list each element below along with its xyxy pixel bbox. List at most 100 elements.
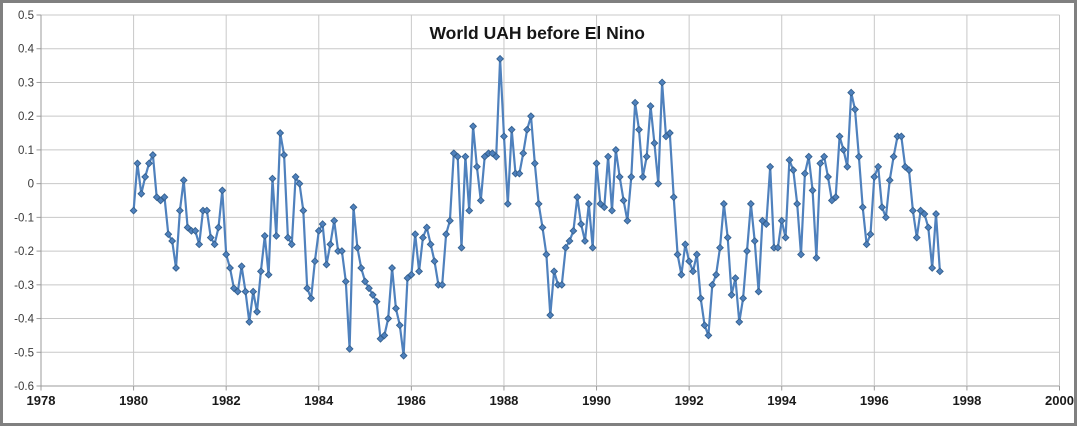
data-point-marker — [546, 311, 555, 320]
data-point-marker — [550, 267, 559, 276]
data-point-marker — [268, 174, 277, 183]
data-point-marker — [303, 284, 312, 293]
data-point-marker — [368, 290, 377, 299]
x-axis-tick-label: 1982 — [212, 393, 241, 408]
data-point-marker — [330, 216, 339, 225]
x-axis-tick-label: 1984 — [304, 393, 334, 408]
y-axis-tick-label: 0.2 — [18, 111, 34, 123]
y-axis-tick-label: 0.3 — [18, 77, 34, 89]
data-point-marker — [245, 317, 254, 326]
data-point-marker — [843, 162, 852, 171]
data-point-marker — [858, 203, 867, 212]
data-point-marker — [222, 250, 231, 259]
data-point-marker — [395, 321, 404, 330]
data-point-marker — [615, 172, 624, 181]
x-axis-tick-label: 1978 — [27, 393, 56, 408]
data-point-marker — [322, 260, 331, 269]
data-point-marker — [249, 287, 258, 296]
data-point-marker — [642, 152, 651, 161]
data-point-marker — [577, 220, 586, 229]
data-point-marker — [168, 237, 177, 245]
data-point-marker — [604, 152, 613, 161]
data-point-marker — [276, 129, 285, 137]
data-point-marker — [519, 149, 528, 158]
data-point-marker — [530, 159, 539, 168]
data-point-marker — [476, 196, 485, 205]
data-point-marker — [164, 230, 173, 239]
data-point-marker — [735, 317, 744, 326]
data-point-marker — [283, 233, 292, 242]
data-point-marker — [665, 129, 674, 137]
data-point-marker — [291, 172, 300, 181]
data-point-marker — [256, 267, 265, 276]
data-point-marker — [658, 78, 667, 87]
data-point-marker — [854, 152, 863, 161]
data-point-marker — [905, 166, 913, 175]
data-point-marker — [766, 162, 775, 171]
data-point-marker — [538, 223, 547, 232]
data-point-marker — [935, 267, 944, 276]
data-point-marker — [831, 193, 840, 202]
data-point-marker — [446, 216, 454, 225]
data-point-marker — [145, 159, 153, 168]
data-point-marker — [569, 226, 578, 235]
data-point-marker — [349, 203, 358, 212]
data-point-marker — [206, 233, 215, 242]
data-point-marker — [912, 233, 921, 242]
data-point-marker — [214, 223, 223, 232]
data-point-marker — [654, 179, 663, 188]
data-point-marker — [419, 233, 427, 242]
data-point-marker — [473, 162, 481, 171]
data-point-marker — [878, 203, 886, 212]
data-point-marker — [885, 176, 894, 185]
data-point-marker — [542, 250, 551, 259]
data-point-marker — [623, 216, 632, 225]
data-point-marker — [793, 199, 802, 208]
data-point-marker — [442, 230, 451, 239]
data-point-marker — [422, 223, 431, 232]
data-point-marker — [469, 122, 478, 131]
data-point-marker — [561, 243, 570, 252]
data-point-marker — [797, 250, 805, 259]
data-point-marker — [619, 196, 628, 205]
chart-title: World UAH before El Nino — [429, 23, 645, 43]
data-point-marker — [226, 264, 234, 272]
x-axis-tick-label: 1988 — [489, 393, 518, 408]
data-point-marker — [357, 264, 366, 272]
data-point-marker — [812, 253, 821, 262]
gridlines — [40, 14, 1060, 387]
data-point-marker — [635, 125, 643, 134]
data-point-marker — [808, 186, 817, 195]
data-point-marker — [426, 240, 435, 249]
data-point-marker — [399, 351, 408, 360]
data-point-marker — [708, 280, 717, 289]
data-point-marker — [295, 179, 304, 188]
data-point-marker — [287, 240, 296, 249]
data-point-marker — [650, 139, 659, 148]
data-point-marker — [889, 152, 898, 161]
data-point-marker — [453, 152, 462, 161]
y-axis-tick-label: 0.4 — [18, 44, 35, 56]
data-point-marker — [908, 206, 917, 215]
data-point-marker — [731, 274, 740, 283]
y-axis-tick-label: -0.3 — [14, 280, 34, 292]
data-point-marker — [704, 331, 713, 340]
y-axis-tick-label: 0.5 — [18, 10, 34, 22]
data-point-marker — [700, 321, 709, 330]
data-point-marker — [573, 193, 582, 202]
data-point-marker — [260, 231, 269, 240]
x-axis-tick-label: 2000 — [1045, 393, 1074, 408]
data-point-marker — [739, 294, 748, 303]
data-point-marker — [361, 277, 370, 286]
data-point-marker — [565, 237, 574, 245]
y-axis-tick-label: -0.5 — [14, 347, 34, 359]
data-point-marker — [897, 132, 906, 141]
data-point-marker — [314, 226, 323, 235]
data-series — [129, 54, 944, 360]
data-point-marker — [762, 220, 771, 229]
data-point-marker — [689, 267, 697, 276]
data-point-marker — [820, 152, 829, 161]
data-point-marker — [681, 240, 690, 249]
axis-ticks — [36, 14, 1060, 391]
